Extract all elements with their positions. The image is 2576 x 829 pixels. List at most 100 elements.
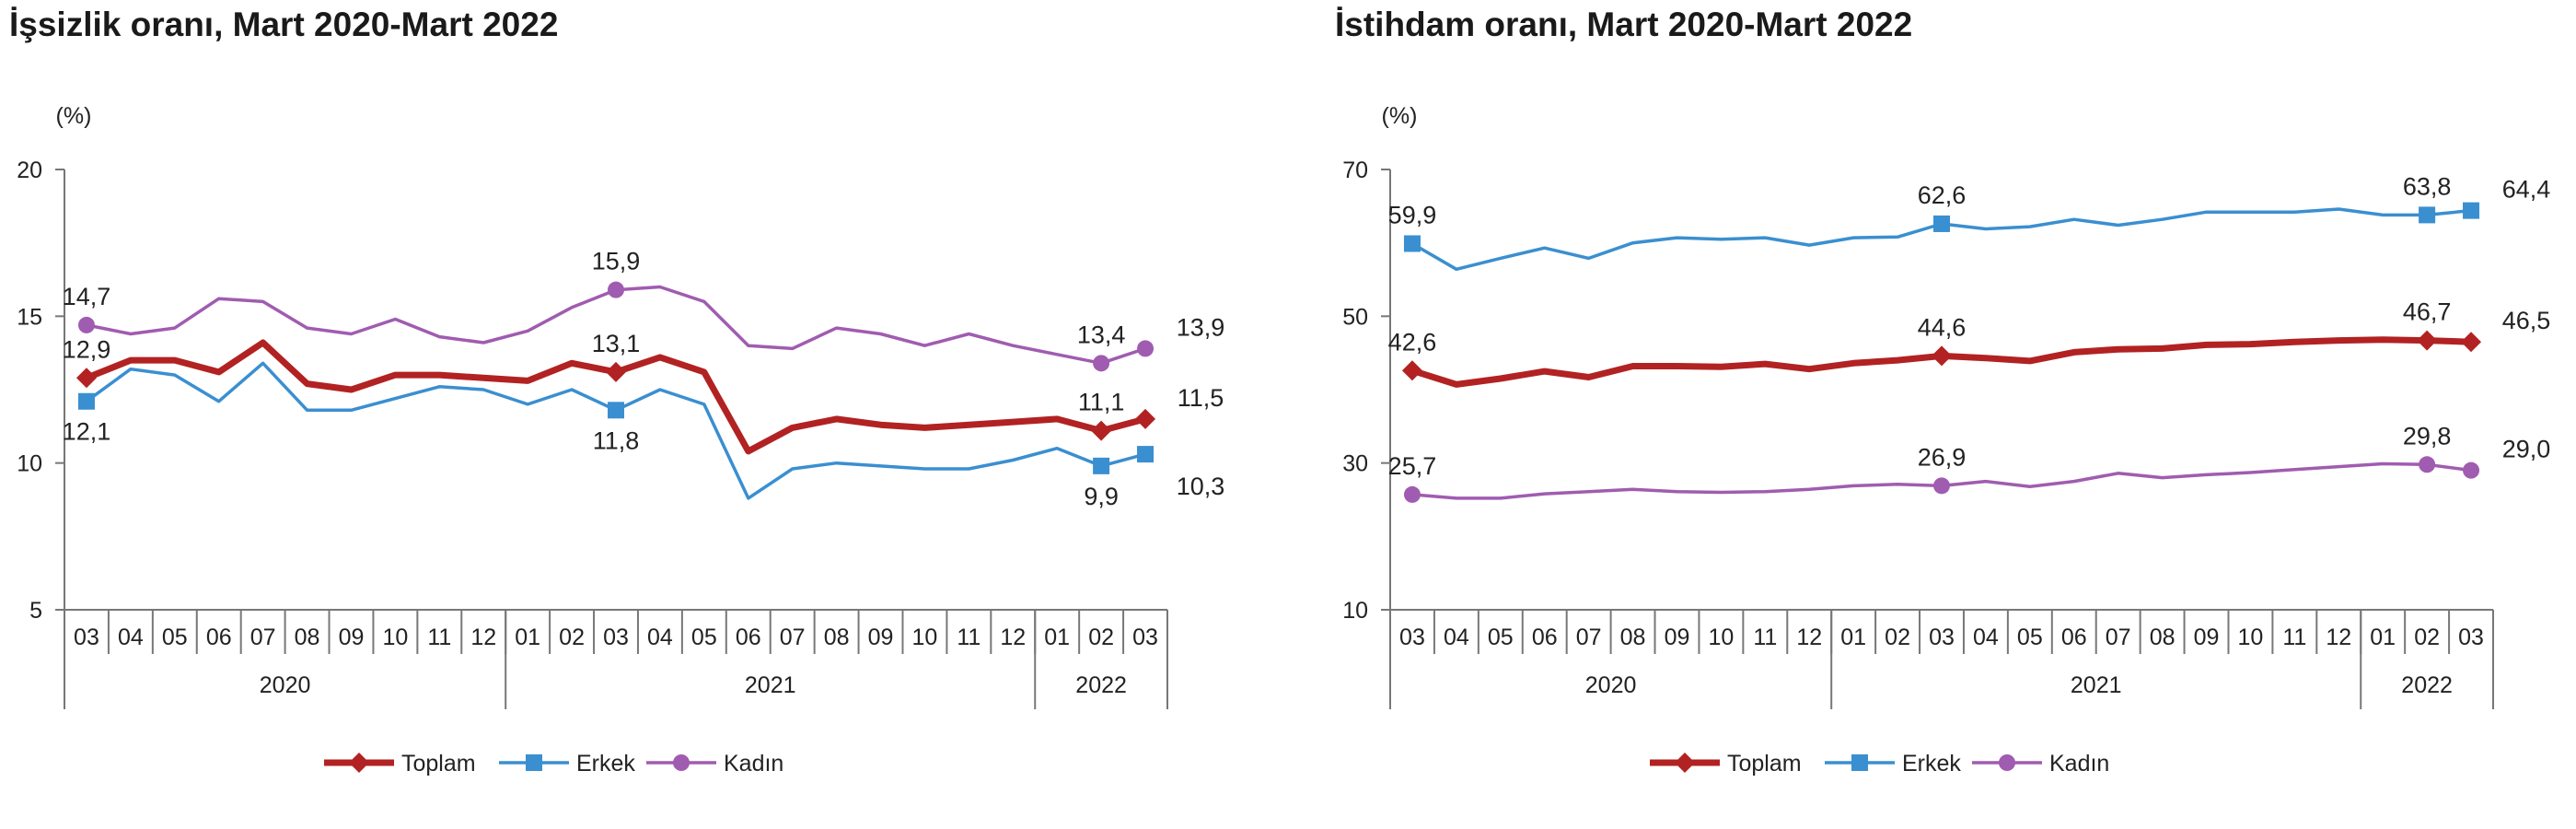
x-tick-label: 02 [1885, 625, 1910, 650]
year-label: 2021 [745, 672, 796, 698]
data-label-kadin: 13,4 [1077, 321, 1126, 348]
data-point-kadin [1403, 485, 1421, 503]
data-point-erkek [77, 392, 95, 410]
data-point-erkek [1933, 215, 1950, 232]
data-point-kadin [608, 281, 624, 298]
data-point-toplam [1135, 408, 1156, 429]
data-point-kadin [2463, 461, 2480, 479]
x-tick-label: 07 [2106, 625, 2131, 650]
data-label-kadin: 29,0 [2502, 436, 2551, 463]
x-tick-label: 10 [1708, 625, 1734, 650]
data-label-erkek: 64,4 [2502, 176, 2551, 204]
x-tick-label: 11 [957, 625, 981, 650]
data-point-toplam [75, 368, 97, 389]
data-point-toplam [606, 361, 626, 382]
data-label-erkek: 9,9 [1084, 483, 1119, 510]
x-tick-label: 07 [250, 625, 276, 650]
x-tick-label: 05 [2017, 625, 2043, 650]
chart-title: İşsizlik oranı, Mart 2020-Mart 2022 [9, 6, 559, 43]
data-label-erkek: 59,9 [1388, 201, 1437, 228]
unemployment-chart-panel: İşsizlik oranı, Mart 2020-Mart 2022 (%) 5… [0, 0, 1271, 829]
x-tick-label: 06 [206, 625, 232, 650]
y-axis-unit-label: (%) [56, 103, 92, 129]
data-label-toplam: 11,5 [1178, 384, 1224, 412]
data-point-toplam [1091, 420, 1112, 441]
x-tick-label: 03 [1399, 625, 1425, 650]
data-point-kadin [1933, 477, 1950, 495]
legend-marker-erkek [1851, 754, 1868, 771]
x-tick-label: 01 [515, 625, 540, 650]
x-tick-label: 10 [912, 625, 938, 650]
x-tick-label: 03 [2458, 625, 2484, 650]
x-tick-label: 03 [603, 625, 629, 650]
data-point-erkek [1093, 457, 1110, 474]
y-tick-label: 10 [1342, 598, 1368, 624]
data-point-toplam [2461, 332, 2482, 353]
data-point-toplam [2417, 330, 2438, 351]
y-tick-label: 5 [29, 598, 42, 624]
year-label: 2022 [2401, 672, 2453, 698]
data-point-erkek [2463, 202, 2480, 219]
legend-label-erkek: Erkek [1902, 751, 1961, 776]
year-label: 2020 [260, 672, 311, 698]
x-tick-label: 09 [339, 625, 365, 650]
data-label-kadin: 15,9 [592, 248, 641, 275]
data-point-erkek [1403, 235, 1421, 252]
legend-marker-kadin [1999, 754, 2015, 771]
y-axis-unit-label: (%) [1382, 103, 1418, 129]
data-label-erkek: 10,3 [1177, 473, 1225, 500]
x-tick-label: 06 [1532, 625, 1558, 650]
x-tick-label: 12 [1796, 625, 1822, 650]
x-tick-label: 07 [780, 625, 806, 650]
data-label-toplam: 46,5 [2502, 307, 2551, 334]
x-tick-label: 03 [1929, 625, 1955, 650]
x-tick-label: 03 [1132, 625, 1158, 650]
legend-label-erkek: Erkek [576, 751, 635, 776]
y-tick-label: 15 [17, 304, 42, 330]
x-tick-label: 03 [74, 625, 99, 650]
x-tick-label: 05 [1488, 625, 1514, 650]
data-label-toplam: 12,9 [63, 335, 111, 363]
x-tick-label: 06 [2061, 625, 2087, 650]
y-tick-label: 30 [1342, 451, 1368, 477]
legend-marker-toplam [1675, 753, 1695, 773]
data-point-erkek [608, 402, 624, 419]
x-tick-label: 02 [1088, 625, 1114, 650]
data-label-toplam: 44,6 [1918, 313, 1967, 341]
chart-title: İstihdam oranı, Mart 2020-Mart 2022 [1335, 6, 1913, 43]
data-label-erkek: 63,8 [2403, 172, 2452, 200]
x-tick-label: 08 [295, 625, 320, 650]
data-point-toplam [1401, 360, 1422, 381]
data-label-toplam: 42,6 [1388, 328, 1437, 356]
data-point-kadin [77, 316, 95, 333]
data-point-kadin [1093, 355, 1110, 372]
employment-chart-panel: İstihdam oranı, Mart 2020-Mart 2022 (%) 1… [1326, 0, 2576, 829]
legend-marker-toplam [349, 753, 369, 773]
data-point-toplam [1932, 345, 1952, 367]
x-tick-label: 05 [691, 625, 717, 650]
y-tick-label: 10 [17, 451, 42, 477]
data-label-erkek: 62,6 [1918, 181, 1967, 209]
x-tick-label: 02 [559, 625, 585, 650]
y-tick-label: 70 [1342, 158, 1368, 183]
x-tick-label: 09 [868, 625, 894, 650]
x-tick-label: 12 [1000, 625, 1026, 650]
legend-label-kadin: Kadın [724, 751, 783, 776]
legend-label-toplam: Toplam [1727, 751, 1802, 776]
x-tick-label: 08 [824, 625, 850, 650]
x-tick-label: 05 [162, 625, 188, 650]
x-tick-label: 01 [1840, 625, 1866, 650]
employment-chart: (%) 10 30 50 70 03 04 05 06 07 08 09 10 11 12 01 02 03 04 0… [1342, 103, 2551, 776]
data-point-kadin [1137, 340, 1155, 357]
data-point-erkek [1137, 446, 1155, 463]
x-tick-label: 04 [1973, 625, 1999, 650]
data-point-kadin [2419, 456, 2436, 473]
data-label-toplam: 13,1 [592, 330, 641, 357]
x-tick-label: 08 [2150, 625, 2176, 650]
unemployment-chart: (%) 5 10 15 20 03 04 05 06 07 08 09 10 11 12 01 02 03 04 05… [17, 103, 1225, 776]
legend-marker-erkek [526, 754, 542, 771]
data-label-toplam: 46,7 [2403, 298, 2452, 326]
x-tick-label: 06 [736, 625, 761, 650]
data-label-kadin: 29,8 [2403, 422, 2452, 450]
x-tick-label: 11 [427, 625, 451, 650]
